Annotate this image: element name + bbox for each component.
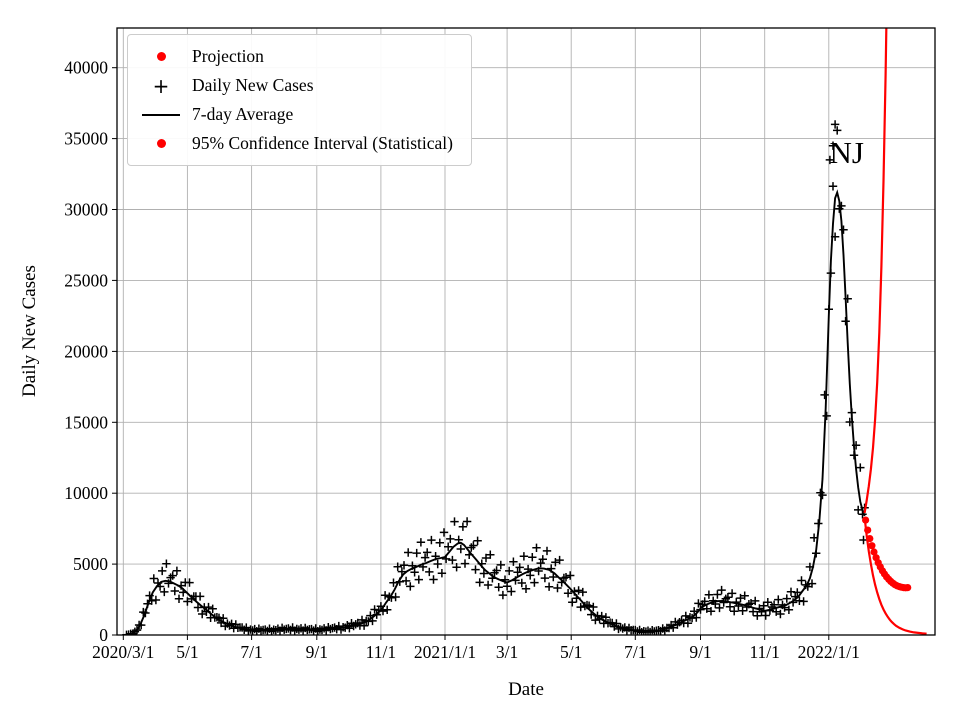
black-line-icon [142, 113, 180, 116]
legend-label: Projection [192, 46, 264, 66]
y-tick-label: 35000 [64, 129, 108, 149]
x-tick-label: 5/1 [560, 642, 582, 662]
y-axis-label: Daily New Cases [19, 265, 40, 397]
y-tick-label: 0 [99, 625, 108, 645]
legend-item-confidence-interval: 95% Confidence Interval (Statistical) [138, 129, 453, 158]
red-dot-icon [156, 139, 166, 148]
x-tick-label: 11/1 [749, 642, 779, 662]
tick-marks [112, 67, 830, 640]
legend-item-daily-new-cases: + Daily New Cases [138, 71, 453, 100]
seven-day-average-line [123, 189, 866, 635]
legend-marker-cell: + [138, 76, 184, 96]
y-tick-label: 15000 [64, 412, 108, 432]
legend-label: Daily New Cases [192, 75, 314, 95]
legend: Projection + Daily New Cases 7-day Avera… [127, 34, 472, 166]
x-tick-label: 2021/1/1 [414, 642, 476, 662]
x-tick-label: 5/1 [176, 642, 198, 662]
x-tick-label: 9/1 [306, 642, 328, 662]
legend-marker-cell [138, 139, 184, 148]
x-tick-label: 2020/3/1 [92, 642, 154, 662]
x-tick-label: 2022/1/1 [798, 642, 860, 662]
legend-marker-cell [138, 113, 184, 116]
legend-item-projection: Projection [138, 42, 453, 71]
state-annotation: NJ [829, 134, 864, 170]
y-tick-label: 5000 [73, 554, 108, 574]
y-tick-label: 40000 [64, 58, 108, 78]
x-tick-label: 3/1 [496, 642, 518, 662]
red-dot-icon [156, 52, 166, 61]
legend-marker-cell [138, 52, 184, 61]
x-tick-label: 9/1 [689, 642, 711, 662]
plus-marker-icon: + [152, 73, 170, 98]
x-tick-label: 7/1 [240, 642, 262, 662]
legend-label: 7-day Average [192, 104, 294, 124]
plot-border [116, 27, 936, 636]
legend-label: 95% Confidence Interval (Statistical) [192, 133, 453, 153]
ci-lower-line [863, 517, 927, 635]
legend-item-7-day-average: 7-day Average [138, 100, 453, 129]
projection-dots [862, 516, 912, 592]
y-tick-label: 30000 [64, 200, 108, 220]
ci-upper-line [863, 28, 888, 514]
x-tick-label: 7/1 [624, 642, 646, 662]
tick-labels: 2020/3/1 5/1 7/1 9/1 11/1 2021/1/1 3/1 5/1 7/1 9/… [64, 58, 860, 662]
daily-new-cases-scatter [122, 120, 869, 635]
y-tick-label: 25000 [64, 270, 108, 290]
y-tick-label: 20000 [64, 341, 108, 361]
y-tick-label: 10000 [64, 483, 108, 503]
x-axis-label: Date [508, 679, 544, 700]
x-tick-label: 11/1 [366, 642, 396, 662]
series-layer [122, 28, 927, 635]
